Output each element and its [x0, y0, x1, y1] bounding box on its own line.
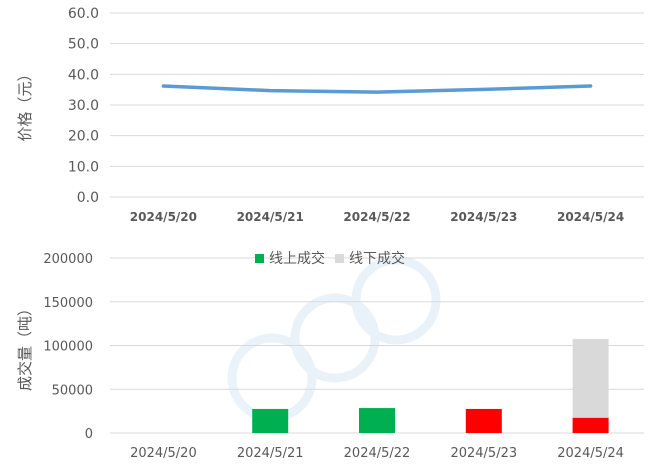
volume-bar — [572, 338, 609, 418]
volume-bar — [359, 408, 395, 433]
price-series — [161, 84, 593, 94]
volume-y-tick: 200000 — [43, 252, 93, 267]
price-gridlines — [110, 12, 644, 198]
volume-axis-label: 成交量（吨） — [16, 301, 34, 391]
price-y-tick: 40.0 — [68, 67, 99, 83]
legend-label: 线上成交 — [269, 250, 325, 267]
price-x-tick: 2024/5/23 — [450, 210, 517, 224]
legend-swatch — [255, 254, 264, 263]
price-x-tick: 2024/5/22 — [343, 210, 410, 224]
volume-y-tick: 150000 — [43, 296, 93, 311]
volume-x-tick: 2024/5/23 — [450, 446, 517, 461]
price-y-tick: 20.0 — [68, 129, 99, 145]
volume-bar — [465, 408, 502, 433]
volume-x-tick: 2024/5/22 — [344, 446, 411, 461]
price-y-tick: 10.0 — [68, 159, 99, 175]
price-x-tick: 2024/5/20 — [130, 210, 197, 224]
price-x-tick: 2024/5/24 — [557, 210, 624, 224]
watermark-logo — [227, 255, 441, 423]
volume-bar — [572, 417, 609, 433]
volume-gridlines — [110, 257, 644, 434]
price-point — [161, 84, 165, 88]
price-x-tick-labels: 2024/5/20 2024/5/21 2024/5/22 2024/5/23 2024… — [130, 210, 624, 224]
price-line-chart: 60.050.040.030.020.010.00.0 2024/5/20 202… — [16, 6, 644, 224]
price-y-tick: 0.0 — [77, 190, 99, 206]
price-y-tick: 50.0 — [68, 37, 99, 53]
legend-label: 线下成交 — [349, 250, 405, 267]
legend-swatch — [335, 254, 344, 263]
price-point — [482, 87, 486, 91]
price-point — [375, 90, 379, 94]
price-y-tick-labels: 60.0 50.0 40.0 30.0 20.0 10.0 0.0 — [68, 6, 99, 206]
volume-legend: 线上成交 线下成交 — [255, 250, 405, 267]
price-axis-label: 价格（元） — [16, 66, 34, 141]
volume-y-tick: 50000 — [52, 383, 93, 398]
price-x-tick: 2024/5/21 — [237, 210, 304, 224]
price-y-tick: 60.0 — [68, 6, 99, 22]
volume-bar — [252, 408, 289, 433]
volume-x-tick: 2024/5/21 — [237, 446, 304, 461]
price-point — [589, 84, 593, 88]
volume-x-tick-labels: 2024/5/20 2024/5/21 2024/5/22 2024/5/23 2024… — [130, 446, 624, 461]
volume-y-tick: 100000 — [43, 340, 93, 355]
volume-x-tick: 2024/5/24 — [557, 446, 624, 461]
price-point — [268, 89, 272, 93]
price-y-tick: 30.0 — [68, 98, 99, 114]
volume-bars — [252, 338, 609, 433]
volume-x-tick: 2024/5/20 — [130, 446, 197, 461]
volume-y-tick-labels: 200000 150000 100000 50000 0 — [43, 252, 93, 442]
volume-y-tick: 0 — [85, 427, 93, 442]
